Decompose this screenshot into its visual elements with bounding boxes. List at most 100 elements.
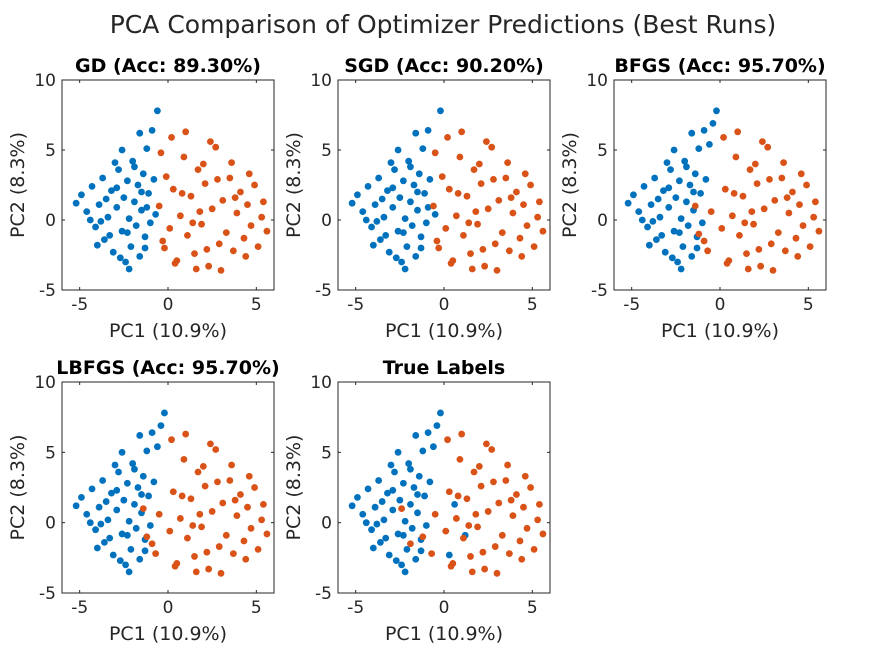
scatter-point — [139, 505, 147, 512]
scatter-point — [101, 236, 108, 244]
scatter-point — [155, 202, 163, 210]
scatter-point — [392, 254, 400, 262]
scatter-point — [498, 229, 506, 237]
scatter-point — [203, 548, 211, 556]
y-tick-label: -5 — [39, 584, 56, 604]
scatter-point — [118, 227, 126, 235]
scatter-point — [437, 409, 444, 417]
scatter-point — [799, 222, 807, 230]
scatter-point — [683, 163, 690, 171]
scatter-point — [187, 495, 195, 503]
scatter-series — [72, 107, 161, 273]
scatter-point — [258, 516, 266, 524]
scatter-point — [161, 244, 168, 252]
scatter-point — [407, 465, 414, 473]
scatter-point — [389, 184, 397, 192]
x-axis-label: PC1 (10.9%) — [385, 320, 503, 342]
scatter-point — [665, 204, 673, 211]
scatter-point — [219, 197, 227, 204]
scatter-point — [113, 506, 121, 514]
scatter-point — [384, 489, 391, 497]
scatter-point — [495, 499, 503, 507]
scatter-point — [424, 429, 432, 437]
scatter-point — [474, 523, 481, 531]
scatter-point — [414, 509, 421, 517]
scatter-point — [488, 446, 496, 453]
scatter-point — [403, 243, 411, 251]
scatter-point — [513, 188, 520, 196]
scatter-point — [146, 522, 154, 529]
scatter-point — [520, 503, 527, 511]
scatter-point — [465, 522, 473, 529]
scatter-point — [516, 234, 524, 242]
scatter-point — [509, 209, 517, 217]
x-tick-label: 0 — [439, 295, 450, 315]
scatter-point — [755, 246, 763, 253]
scatter-point — [237, 188, 244, 196]
scatter-point — [136, 555, 144, 563]
scatter-point — [146, 219, 154, 227]
scatter-point — [260, 198, 267, 206]
y-tick-label: 5 — [45, 141, 56, 161]
scatter-point — [101, 538, 108, 546]
scatter-point — [182, 430, 190, 438]
axes-box — [61, 79, 275, 291]
scatter-point — [736, 232, 743, 239]
scatter-point — [527, 181, 534, 189]
scatter-point — [718, 225, 726, 232]
scatter-point — [136, 253, 144, 260]
scatter-point — [120, 496, 128, 504]
scatter-point — [88, 183, 96, 190]
scatter-point — [454, 492, 462, 500]
scatter-point — [527, 484, 534, 491]
scatter-point — [412, 253, 420, 260]
y-tick-label: 10 — [310, 373, 332, 393]
scatter-point — [108, 187, 115, 195]
scatter-point — [442, 527, 450, 535]
y-tick-label: 5 — [597, 141, 608, 161]
scatter-point — [113, 204, 121, 211]
scatter-point — [143, 533, 151, 541]
scatter-point — [792, 234, 800, 242]
scatter-point — [168, 134, 175, 141]
scatter-point — [127, 545, 135, 553]
scatter-point — [760, 205, 768, 213]
scatter-point — [141, 233, 149, 241]
scatter-point — [498, 531, 506, 539]
scatter-point — [78, 493, 85, 501]
y-tick-label: 5 — [45, 443, 56, 463]
scatter-point — [93, 544, 101, 552]
scatter-point — [378, 195, 386, 203]
scatter-point — [198, 220, 205, 228]
scatter-series — [691, 128, 823, 274]
scatter-point — [198, 523, 205, 531]
y-tick-label: -5 — [315, 281, 332, 301]
scatter-point — [143, 204, 151, 211]
scatter-point — [445, 551, 453, 559]
scatter-point — [521, 472, 529, 480]
scatter-point — [382, 534, 390, 542]
scatter-point — [467, 250, 474, 257]
scatter-point — [649, 218, 657, 225]
scatter-point — [122, 561, 129, 569]
scatter-point — [123, 479, 131, 487]
scatter-point — [766, 176, 773, 183]
scatter-point — [251, 181, 258, 189]
scatter-point — [139, 170, 147, 178]
scatter-point — [141, 547, 149, 555]
scatter-point — [251, 484, 258, 491]
scatter-point — [456, 455, 464, 463]
scatter-point — [129, 157, 137, 165]
scatter-point — [445, 185, 453, 193]
scatter-point — [399, 531, 407, 539]
scatter-point — [229, 550, 237, 558]
scatter-point — [534, 213, 542, 221]
scatter-point — [263, 530, 271, 538]
scatter-point — [215, 240, 223, 248]
scatter-point — [199, 160, 207, 168]
scatter-point — [751, 160, 759, 168]
scatter-point — [208, 508, 216, 515]
scatter-point — [129, 460, 137, 467]
scatter-point — [518, 555, 526, 563]
scatter-point — [769, 267, 777, 274]
